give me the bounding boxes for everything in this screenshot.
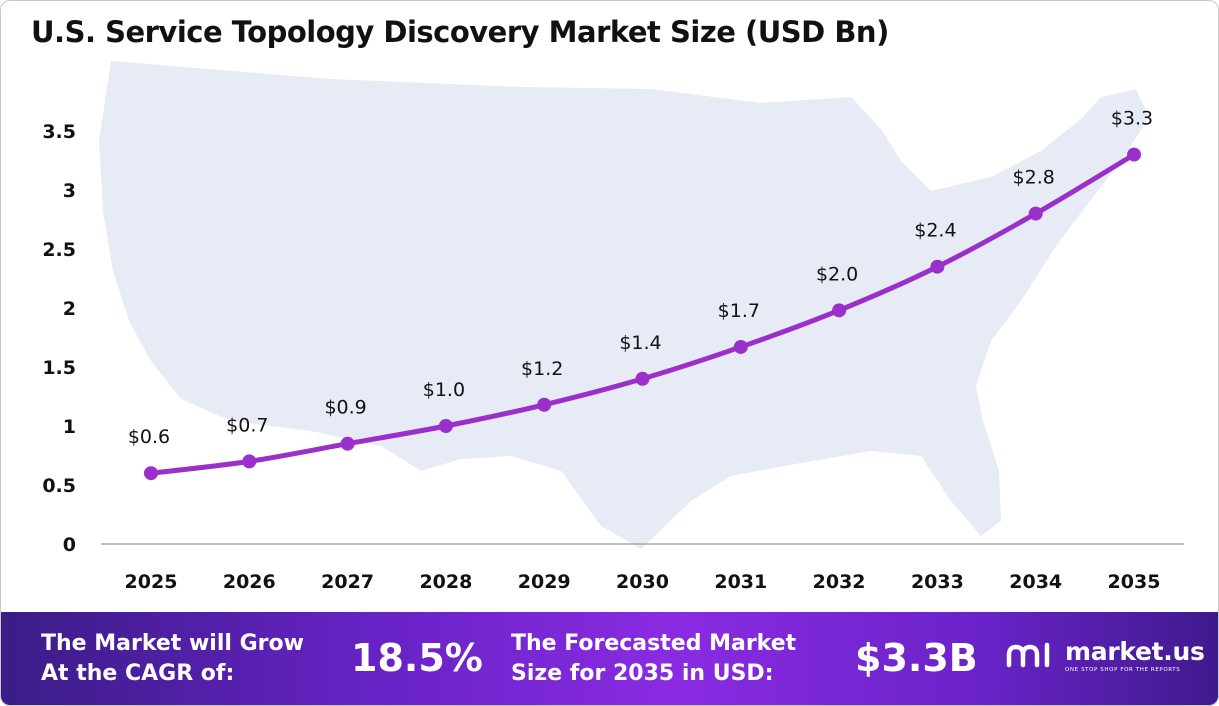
data-label: $1.0 <box>423 379 465 401</box>
data-label: $2.8 <box>1013 167 1055 189</box>
data-label: $1.2 <box>521 358 563 380</box>
data-label: $2.4 <box>914 220 956 242</box>
data-label: $3.3 <box>1111 108 1153 130</box>
forecast-label-line1: The Forecasted Market <box>511 631 797 656</box>
cagr-label-line2: At the CAGR of: <box>41 661 235 686</box>
chart-title: U.S. Service Topology Discovery Market S… <box>31 15 889 49</box>
market-us-logo-icon <box>1006 642 1050 668</box>
data-points <box>144 147 1141 481</box>
y-tick-label: 2.5 <box>42 239 76 261</box>
data-label: $0.6 <box>128 426 170 448</box>
logo-name: market.us <box>1065 637 1205 666</box>
x-tick-label: 2026 <box>223 571 276 593</box>
x-tick-label: 2032 <box>813 571 866 593</box>
y-tick-label: 2 <box>63 298 76 320</box>
forecast-value: $3.3B <box>855 636 978 680</box>
y-tick-label: 3 <box>63 180 76 202</box>
x-tick-label: 2034 <box>1009 571 1062 593</box>
logo-tagline: ONE STOP SHOP FOR THE REPORTS <box>1065 667 1181 673</box>
us-map-background <box>99 61 1149 549</box>
data-labels: $0.6 $0.7 $0.9 $1.0 $1.2 $1.4 $1.7 $2.0 $2.4 $2.8… <box>128 108 1153 449</box>
x-tick-label: 2031 <box>714 571 767 593</box>
data-point <box>144 466 158 481</box>
x-axis: 2025 2026 2027 2028 2029 2030 2031 2032 2033 2034… <box>125 571 1161 593</box>
cagr-value: 18.5% <box>351 636 483 680</box>
y-tick-label: 1 <box>63 416 76 438</box>
x-tick-label: 2027 <box>321 571 374 593</box>
x-tick-label: 2028 <box>419 571 472 593</box>
data-point <box>733 339 748 354</box>
data-label: $0.7 <box>226 414 268 436</box>
data-point <box>832 303 847 318</box>
data-point <box>1127 147 1141 162</box>
forecast-label: The Forecasted Market Size for 2035 in U… <box>511 629 796 689</box>
data-point <box>1028 206 1043 221</box>
y-tick-label: 0.5 <box>42 475 76 497</box>
data-point <box>930 259 945 274</box>
x-tick-label: 2030 <box>616 571 669 593</box>
y-tick-label: 1.5 <box>42 357 76 379</box>
data-point <box>438 419 453 433</box>
data-label: $0.9 <box>324 397 366 419</box>
y-tick-label: 0 <box>63 534 76 556</box>
summary-footer: The Market will Grow At the CAGR of: 18.… <box>1 612 1218 705</box>
x-tick-label: 2025 <box>125 571 178 593</box>
data-point <box>635 371 650 386</box>
y-tick-label: 3.5 <box>42 121 76 143</box>
line-chart: 0 0.5 1 1.5 2 2.5 3 3.5 2025 2026 2027 2028 2029 203… <box>42 61 1184 593</box>
data-point <box>242 454 257 469</box>
x-tick-label: 2035 <box>1108 571 1161 593</box>
cagr-label-line1: The Market will Grow <box>41 631 304 656</box>
y-axis: 0 0.5 1 1.5 2 2.5 3 3.5 <box>42 121 76 556</box>
forecast-label-line2: Size for 2035 in USD: <box>511 661 774 686</box>
x-tick-label: 2033 <box>911 571 964 593</box>
brand-logo: market.us ONE STOP SHOP FOR THE REPORTS <box>1005 639 1205 673</box>
cagr-label: The Market will Grow At the CAGR of: <box>41 629 304 689</box>
data-label: $1.7 <box>718 300 760 322</box>
data-point <box>340 436 355 451</box>
data-point <box>537 397 552 412</box>
x-tick-label: 2029 <box>518 571 571 593</box>
data-label: $2.0 <box>816 263 858 285</box>
data-label: $1.4 <box>619 332 661 354</box>
